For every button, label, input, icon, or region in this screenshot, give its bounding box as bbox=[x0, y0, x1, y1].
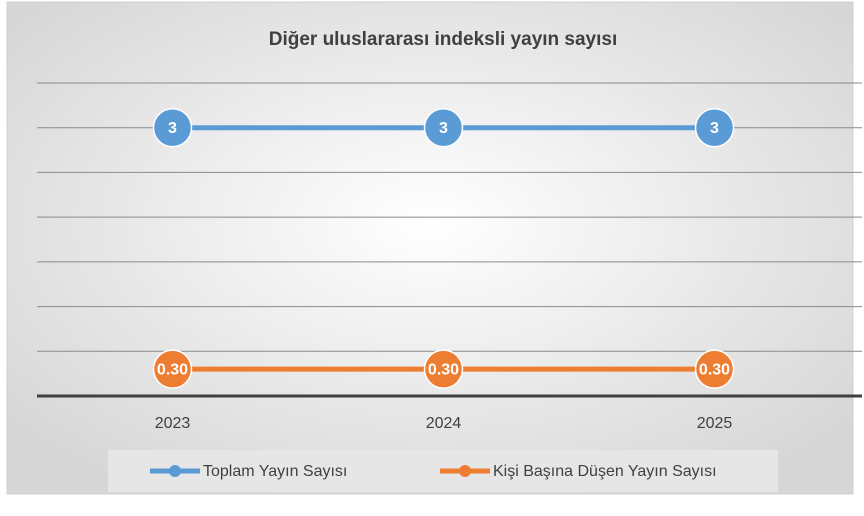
data-label: 3 bbox=[168, 120, 177, 137]
marker bbox=[152, 349, 193, 389]
marker bbox=[152, 107, 193, 148]
legend-marker bbox=[169, 465, 181, 477]
marker bbox=[694, 349, 735, 389]
marker bbox=[423, 349, 464, 389]
x-tick-label: 2025 bbox=[697, 415, 733, 432]
chart-title: Diğer uluslararası indeksli yayın sayısı bbox=[269, 29, 618, 50]
legend-label: Toplam Yayın Sayısı bbox=[203, 463, 347, 480]
chart-area bbox=[6, 1, 854, 495]
data-label: 0.30 bbox=[699, 361, 730, 378]
data-label: 0.30 bbox=[157, 361, 188, 378]
x-tick-label: 2023 bbox=[155, 415, 191, 432]
data-label: 3 bbox=[710, 120, 719, 137]
data-label: 0.30 bbox=[428, 361, 459, 378]
legend-marker bbox=[459, 465, 471, 477]
marker bbox=[423, 107, 464, 148]
marker bbox=[694, 107, 735, 148]
data-label: 3 bbox=[439, 120, 448, 137]
x-tick-label: 2024 bbox=[426, 415, 462, 432]
legend-label: Kişi Başına Düşen Yayın Sayısı bbox=[493, 463, 717, 480]
